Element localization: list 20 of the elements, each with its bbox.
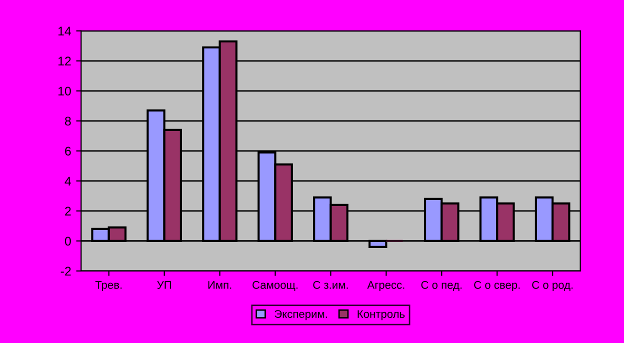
y-tick-label: 6 — [65, 146, 71, 156]
x-tick-label: С о пед. — [421, 280, 462, 291]
y-tick-label: 2 — [65, 206, 71, 216]
y-tick-label: -2 — [60, 266, 71, 276]
y-tick-label: 10 — [58, 86, 71, 96]
y-tick-label: 0 — [64, 236, 71, 246]
y-tick-label: 12 — [58, 56, 71, 66]
x-tick-label: С о свер. — [474, 280, 520, 292]
x-tick-label: Самоощ. — [252, 280, 298, 291]
legend-label: Контроль — [358, 310, 405, 320]
x-tick-label: С з.им. — [313, 280, 348, 289]
x-tick-label: Агресс. — [367, 281, 404, 292]
x-tick-label: Имп. — [208, 281, 232, 289]
y-tick-label: 14 — [58, 26, 72, 36]
x-tick-label: Трев. — [95, 281, 122, 292]
y-tick-label: 4 — [64, 176, 72, 186]
legend-label: Эксперим. — [274, 310, 327, 320]
y-tick-label: 8 — [64, 116, 71, 126]
x-tick-label: С о род. — [532, 280, 573, 292]
x-tick-label: УП — [157, 281, 171, 289]
